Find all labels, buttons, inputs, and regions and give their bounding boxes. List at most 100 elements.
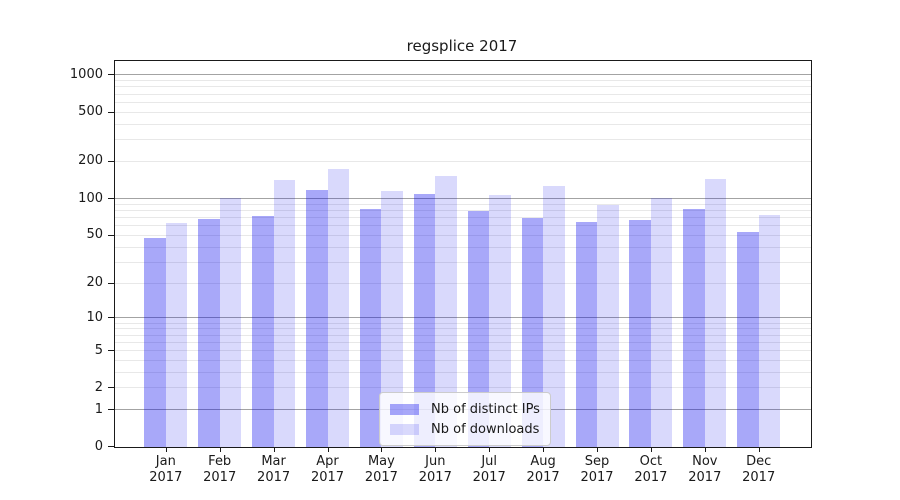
gridline-minor: [115, 225, 811, 227]
y-tick-label: 1000: [69, 66, 103, 82]
legend-swatch-downloads: [390, 423, 419, 435]
x-tick-label: Aug 2017: [526, 454, 560, 485]
plot-area: 0 1 2 5 10 20 50 100 200 500 1000 Jan 2017 Feb 2017…: [70, 60, 812, 485]
y-tick-mark: [108, 160, 114, 162]
y-tick-mark: [108, 317, 114, 319]
bar-downloads: [327, 168, 349, 447]
x-tick-mark: [543, 447, 545, 452]
gridline-minor: [115, 80, 811, 82]
y-tick-label: 20: [86, 275, 103, 290]
y-tick-mark: [108, 111, 114, 113]
y-tick-mark: [108, 387, 114, 389]
gridline-minor: [115, 234, 811, 236]
bar-downloads: [273, 180, 296, 447]
gridline-major: [115, 74, 811, 76]
x-tick-mark: [327, 447, 329, 452]
bar-downloads: [758, 215, 781, 447]
gridline-minor: [115, 216, 811, 218]
x-tick-mark: [381, 447, 383, 452]
bar-distinct-ips: [144, 238, 166, 447]
gridline-minor: [115, 322, 811, 324]
bar-downloads: [597, 205, 619, 447]
x-axis: Jan 2017 Feb 2017 Mar 2017 Apr 2017 May 2017…: [115, 61, 811, 485]
gridline-minor: [115, 93, 811, 95]
y-tick-mark: [108, 446, 114, 447]
gridline-minor: [115, 246, 811, 248]
bar-downloads: [704, 179, 727, 447]
y-tick-label: 10: [86, 309, 103, 325]
bar-distinct-ips: [521, 217, 544, 447]
gridline-minor: [115, 334, 811, 336]
gridline-minor: [115, 111, 811, 113]
y-tick-mark: [108, 198, 114, 199]
y-tick-label: 50: [86, 227, 103, 243]
bar-downloads: [543, 186, 565, 447]
bar-distinct-ips: [306, 190, 328, 447]
gridline-minor: [115, 160, 811, 162]
bar-distinct-ips: [413, 194, 436, 447]
x-tick-mark: [650, 447, 652, 452]
bar-distinct-ips: [467, 211, 490, 447]
gridline-minor: [115, 139, 811, 141]
x-tick-label: May 2017: [364, 454, 398, 485]
y-tick-mark: [108, 350, 114, 351]
gridline-minor: [115, 261, 811, 263]
bar-distinct-ips: [683, 208, 705, 447]
x-tick-mark: [489, 447, 491, 452]
y-tick-label: 500: [78, 104, 103, 120]
bar-downloads: [381, 191, 403, 447]
gridline-minor: [115, 203, 811, 205]
bar-distinct-ips: [629, 220, 651, 447]
gridline-major: [115, 317, 811, 319]
legend-label-downloads: Nb of downloads: [431, 421, 540, 437]
gridline-minor: [115, 123, 811, 125]
x-tick-mark: [758, 447, 760, 452]
gridline-minor: [115, 209, 811, 211]
x-tick-mark: [273, 447, 275, 452]
gridline-minor: [115, 387, 811, 389]
gridline-minor: [115, 359, 811, 361]
x-tick-label: Oct 2017: [634, 454, 668, 485]
x-tick-label: Feb 2017: [203, 454, 237, 485]
y-tick-label: 2: [94, 379, 103, 395]
x-tick-label: Jan 2017: [149, 454, 183, 485]
bar-distinct-ips: [575, 221, 597, 447]
y-tick-mark: [108, 282, 114, 284]
y-tick-label: 100: [78, 190, 103, 206]
x-tick-label: Nov 2017: [688, 454, 722, 485]
y-tick-label: 200: [78, 153, 103, 169]
legend: Nb of distinct IPs Nb of downloads: [379, 392, 551, 446]
bars: [115, 61, 811, 447]
bar-downloads: [489, 194, 511, 447]
x-tick-label: Jul 2017: [472, 454, 506, 485]
x-tick-mark: [165, 447, 167, 452]
x-tick-mark: [219, 447, 221, 452]
x-tick-label: Apr 2017: [310, 454, 345, 485]
x-tick-mark: [597, 447, 598, 452]
gridline-minor: [115, 371, 811, 373]
y-tick-mark: [108, 409, 114, 411]
y-tick-mark: [108, 74, 114, 76]
x-tick-label: Jun 2017: [418, 454, 452, 485]
x-tick-mark: [704, 447, 706, 452]
bar-downloads: [165, 222, 188, 447]
bar-downloads: [650, 198, 673, 447]
y-tick-label: 1: [94, 401, 103, 417]
x-tick-label: Dec 2017: [742, 454, 776, 485]
bar-downloads: [435, 176, 457, 447]
y-tick-mark: [108, 234, 114, 236]
gridline-minor: [115, 282, 811, 284]
x-tick-label: Sep 2017: [580, 454, 614, 485]
legend-item-distinct-ips: Nb of distinct IPs: [390, 399, 540, 419]
gridline-minor: [115, 350, 811, 351]
x-tick-mark: [435, 447, 437, 452]
bar-distinct-ips: [252, 216, 274, 447]
gridline-minor: [115, 101, 811, 103]
gridline-minor: [115, 86, 811, 88]
bar-distinct-ips: [737, 231, 759, 447]
legend-label-distinct-ips: Nb of distinct IPs: [431, 401, 540, 417]
legend-item-downloads: Nb of downloads: [390, 419, 540, 439]
y-axis: 0 1 2 5 10 20 50 100 200 500 1000: [70, 61, 811, 454]
gridline-minor: [115, 328, 811, 330]
